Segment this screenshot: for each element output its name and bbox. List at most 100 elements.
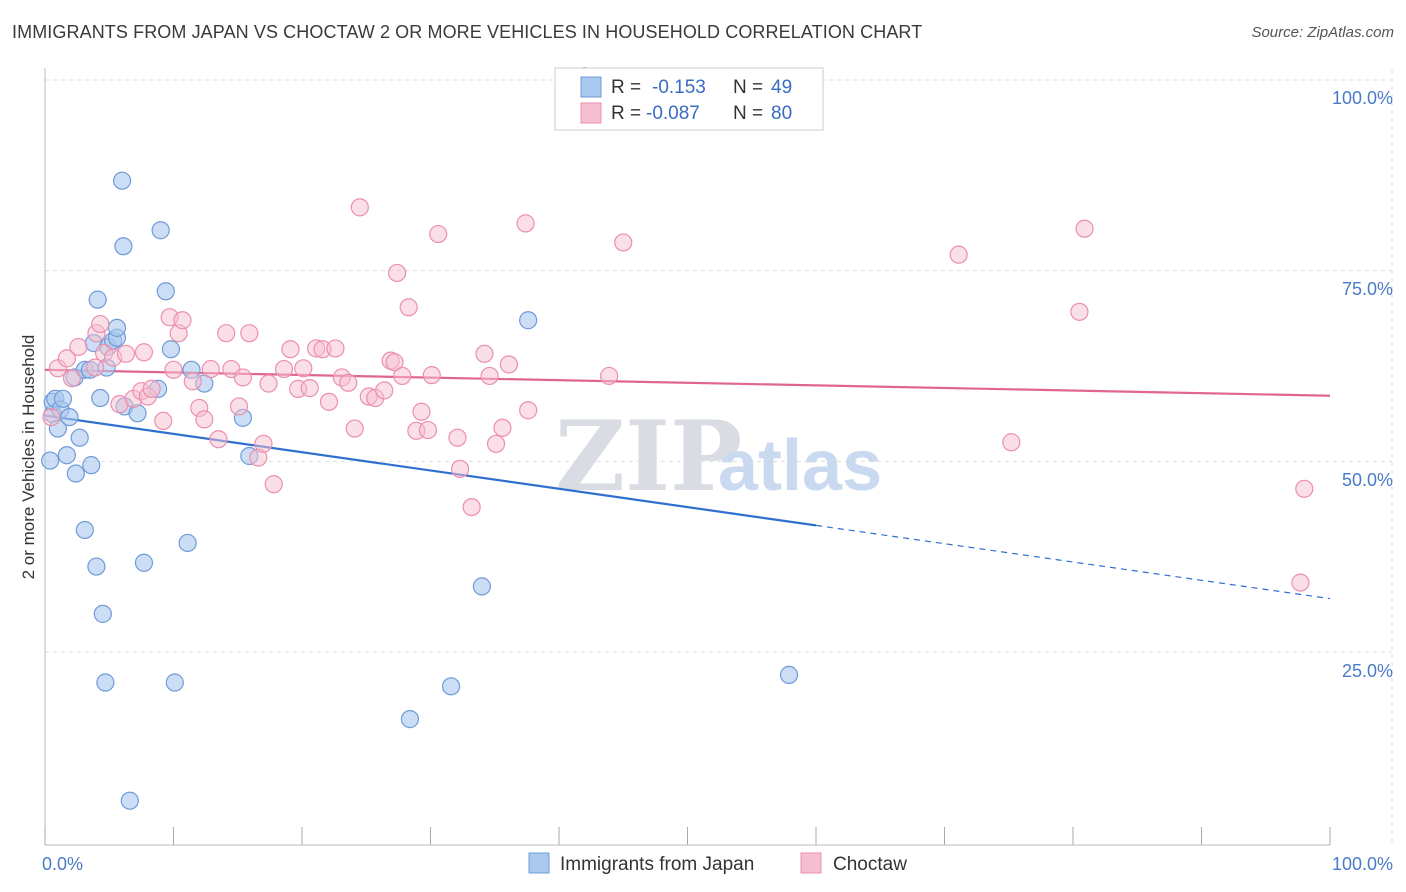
point-choctaw: [600, 366, 619, 386]
point-choctaw: [134, 343, 154, 362]
point-japan: [120, 791, 139, 810]
point-choctaw: [345, 419, 364, 438]
point-japan: [114, 237, 133, 256]
legend-japan-r-value: -0.153: [652, 77, 706, 98]
point-choctaw: [42, 407, 61, 427]
point-choctaw: [448, 428, 467, 447]
point-japan: [82, 456, 101, 475]
point-choctaw: [499, 355, 518, 374]
bottom-legend-japan-swatch: [528, 852, 550, 874]
legend-box: R = -0.153 N = 49 R = -0.087 N = 80: [554, 67, 824, 131]
y-tick-label-100: 100.0%: [1332, 88, 1393, 108]
point-japan: [156, 282, 175, 301]
point-japan: [519, 311, 538, 330]
point-choctaw: [1070, 302, 1089, 321]
point-japan: [53, 389, 73, 408]
trend-line-choctaw: [44, 368, 1331, 397]
point-choctaw: [319, 392, 339, 411]
y-tick-label-25: 25.0%: [1342, 661, 1393, 681]
point-choctaw: [1291, 573, 1310, 592]
legend-choctaw-n-value: 80: [771, 103, 792, 124]
bottom-legend-japan-label: Immigrants from Japan: [560, 854, 754, 875]
point-japan: [107, 318, 127, 337]
point-choctaw: [516, 214, 535, 233]
point-choctaw: [519, 401, 538, 420]
point-choctaw: [422, 366, 441, 385]
legend-choctaw-r-label: R =: [611, 103, 641, 124]
point-choctaw: [201, 359, 220, 379]
point-choctaw: [173, 311, 192, 330]
point-choctaw: [154, 411, 173, 431]
bottom-legend-choctaw-swatch: [800, 852, 822, 874]
bottom-legend-choctaw-label: Choctaw: [833, 854, 907, 875]
point-choctaw: [1295, 479, 1314, 498]
point-choctaw: [86, 358, 105, 377]
source-label: Source: ZipAtlas.com: [1251, 24, 1394, 41]
point-choctaw: [116, 344, 136, 363]
legend-choctaw-r-value: -0.087: [646, 103, 700, 124]
point-choctaw: [69, 337, 88, 357]
point-choctaw: [949, 245, 968, 264]
point-japan: [88, 290, 107, 309]
point-japan: [96, 673, 115, 692]
point-japan: [60, 407, 79, 427]
point-choctaw: [259, 374, 278, 393]
point-japan: [112, 171, 132, 190]
point-japan: [441, 677, 461, 696]
point-japan: [75, 520, 94, 540]
point-japan: [161, 340, 181, 359]
y-tick-label-50: 50.0%: [1342, 470, 1393, 490]
point-choctaw: [164, 360, 183, 379]
series-choctaw-points: [42, 198, 1314, 592]
point-choctaw: [387, 263, 407, 283]
point-japan: [178, 533, 197, 553]
point-choctaw: [209, 430, 228, 449]
point-choctaw: [183, 372, 202, 391]
legend-japan-n-label: N =: [733, 77, 763, 98]
watermark-atlas: atlas: [718, 426, 882, 506]
point-choctaw: [274, 359, 294, 379]
point-choctaw: [57, 349, 76, 368]
trend-line-japan-projection: [815, 524, 1331, 600]
y-axis-label: 2 or more Vehicles in Household: [19, 335, 38, 580]
x-tick-label-0: 0.0%: [42, 854, 83, 874]
point-japan: [91, 388, 110, 408]
point-japan: [70, 428, 89, 447]
point-choctaw: [399, 298, 418, 317]
point-choctaw: [294, 359, 313, 378]
point-choctaw: [429, 224, 448, 244]
x-tick-label-100: 100.0%: [1332, 854, 1393, 874]
point-choctaw: [450, 459, 470, 479]
chart-title: IMMIGRANTS FROM JAPAN VS CHOCTAW 2 OR MO…: [12, 22, 923, 42]
point-choctaw: [142, 379, 161, 398]
point-choctaw: [480, 366, 499, 386]
legend-japan-n-value: 49: [771, 77, 792, 98]
point-japan: [400, 710, 420, 729]
point-choctaw: [254, 434, 273, 453]
point-choctaw: [339, 373, 358, 392]
point-choctaw: [300, 379, 319, 398]
legend-japan-r-label: R =: [611, 77, 641, 98]
legend-choctaw-swatch: [580, 102, 602, 124]
point-choctaw: [412, 402, 431, 421]
point-choctaw: [614, 233, 633, 252]
point-choctaw: [475, 344, 494, 363]
grid-lines: [45, 70, 1393, 845]
point-choctaw: [1075, 219, 1094, 238]
point-choctaw: [393, 366, 412, 386]
point-japan: [41, 451, 60, 470]
point-japan: [151, 221, 170, 240]
point-japan: [66, 464, 85, 483]
point-choctaw: [350, 198, 369, 217]
bottom-legend: Immigrants from Japan Choctaw: [528, 852, 907, 875]
point-choctaw: [240, 324, 259, 343]
point-choctaw: [375, 381, 394, 400]
watermark-zip: ZIP: [555, 400, 742, 513]
point-japan: [57, 446, 76, 465]
point-choctaw: [281, 340, 300, 359]
point-choctaw: [493, 418, 512, 437]
legend-choctaw-n-label: N =: [733, 103, 763, 124]
y-tick-label-75: 75.0%: [1342, 279, 1393, 299]
point-choctaw: [486, 434, 506, 453]
